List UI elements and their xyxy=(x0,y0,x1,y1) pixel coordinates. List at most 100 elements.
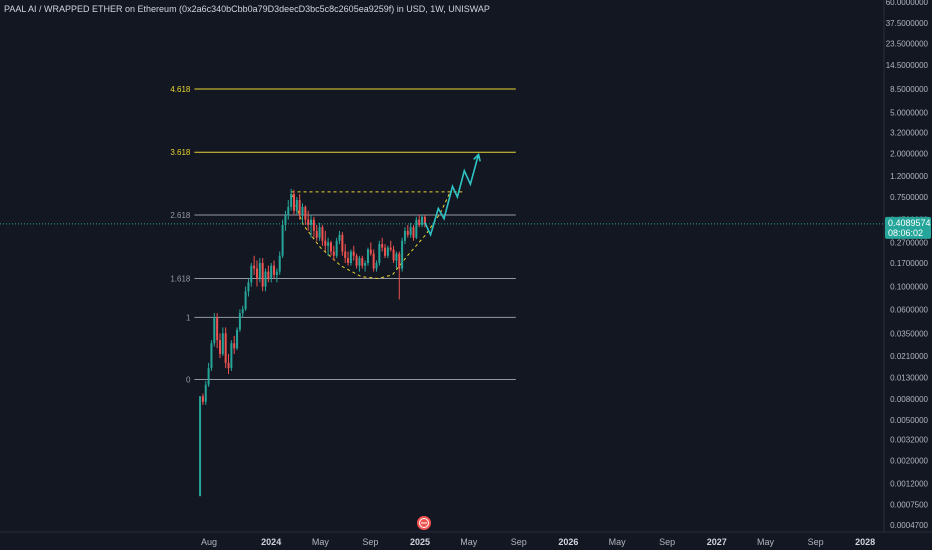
candle xyxy=(403,227,406,245)
candle xyxy=(284,210,287,231)
fib-label-1: 3.618 xyxy=(170,148,191,157)
candle-body xyxy=(201,396,204,402)
candle xyxy=(375,260,378,272)
candle-body xyxy=(244,291,247,310)
candle xyxy=(270,262,273,283)
candle-body xyxy=(267,271,270,279)
x-tick-label-2: May xyxy=(312,537,330,547)
projection-path xyxy=(424,152,481,238)
y-tick-label-19: 0.0050000 xyxy=(890,416,928,425)
flag-icon[interactable] xyxy=(417,516,431,530)
y-tick-label-0: 60.0000000 xyxy=(886,0,929,7)
candle-body xyxy=(364,262,367,266)
candle xyxy=(364,260,367,272)
x-axis[interactable]: Aug 2024 May Sep 2025 May Sep 2026 May Sep 2027 May… xyxy=(0,531,932,547)
candle-body xyxy=(347,258,350,263)
candle-body xyxy=(204,384,207,402)
candle-body xyxy=(307,219,310,225)
candle xyxy=(298,194,301,220)
price-tag: 0.4089574 08:06:02 xyxy=(885,216,931,239)
candle-body xyxy=(292,194,295,211)
candle xyxy=(415,216,418,240)
candle-body xyxy=(423,216,426,224)
x-tick-label-4: 2025 xyxy=(410,537,430,547)
y-tick-label-8: 1.2000000 xyxy=(890,172,928,181)
candle-body xyxy=(324,240,327,246)
candle-body xyxy=(392,249,395,261)
candle xyxy=(332,245,335,261)
candle xyxy=(384,244,387,259)
candle xyxy=(301,203,304,223)
candle xyxy=(386,245,389,259)
candle xyxy=(241,305,244,318)
candle xyxy=(230,340,233,371)
candle-body xyxy=(241,309,244,314)
candle-body xyxy=(318,227,321,238)
candle xyxy=(244,286,247,311)
y-tick-label-12: 0.1700000 xyxy=(890,259,928,268)
candle xyxy=(327,237,330,256)
fib-label-5: 0 xyxy=(186,375,191,384)
y-tick-label-16: 0.0210000 xyxy=(890,352,928,361)
candle xyxy=(338,230,341,245)
y-tick-label-7: 2.0000000 xyxy=(890,149,928,158)
candle xyxy=(224,327,227,369)
y-tick-label-15: 0.0350000 xyxy=(890,329,928,338)
candle-body xyxy=(332,251,335,256)
y-tick-label-23: 0.0007500 xyxy=(890,500,928,509)
candle xyxy=(201,393,204,405)
candle xyxy=(347,251,350,266)
candle xyxy=(358,255,361,272)
candle-body xyxy=(327,242,330,246)
candle-body xyxy=(381,244,384,248)
candle xyxy=(409,222,412,238)
candle-body xyxy=(273,265,276,275)
y-axis[interactable]: 60.0000000 37.5000000 23.5000000 14.5000000… xyxy=(883,0,929,532)
candle xyxy=(199,396,202,497)
candle xyxy=(344,244,347,263)
y-tick-label-22: 0.0012000 xyxy=(890,479,928,488)
fib-label-3: 1.618 xyxy=(170,274,191,283)
candle-body xyxy=(216,317,219,341)
candle-body xyxy=(418,219,421,225)
candle-body xyxy=(355,255,358,266)
x-tick-label-6: Sep xyxy=(511,537,527,547)
candle xyxy=(204,380,207,405)
candle xyxy=(287,200,290,220)
x-tick-label-8: May xyxy=(609,537,627,547)
x-tick-label-7: 2026 xyxy=(558,537,578,547)
price-tag-value: 0.4089574 xyxy=(888,218,931,228)
candle xyxy=(281,219,284,259)
candle-body xyxy=(378,244,381,263)
candle-body xyxy=(329,242,332,252)
candle xyxy=(275,268,278,283)
candle xyxy=(335,237,338,259)
y-tick-label-9: 0.7500000 xyxy=(890,193,928,202)
cup-pattern xyxy=(291,191,463,280)
fib-label-4: 1 xyxy=(186,313,191,322)
candle xyxy=(273,260,276,279)
candle-body xyxy=(258,262,261,279)
x-tick-label-0: Aug xyxy=(201,537,217,547)
candle xyxy=(292,189,295,215)
candle-body xyxy=(310,219,313,225)
candle-body xyxy=(255,268,258,279)
y-tick-label-14: 0.0600000 xyxy=(890,305,928,314)
candle-body xyxy=(395,253,398,261)
candle xyxy=(264,268,267,292)
x-tick-label-9: Sep xyxy=(659,537,675,547)
candle-body xyxy=(412,227,415,238)
candle xyxy=(233,335,236,354)
candle-body xyxy=(301,206,304,215)
candle-body xyxy=(233,343,236,349)
candle xyxy=(361,255,364,269)
candle xyxy=(412,224,415,241)
candle xyxy=(261,258,264,292)
candle xyxy=(318,222,321,241)
projection-arrowhead xyxy=(473,152,481,162)
candle xyxy=(218,333,221,359)
candle xyxy=(352,245,355,261)
candle xyxy=(398,251,401,300)
candle-body xyxy=(210,343,213,369)
